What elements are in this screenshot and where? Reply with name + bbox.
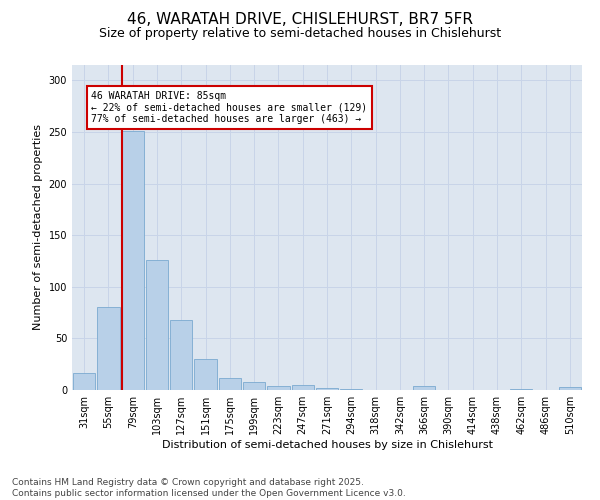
Text: Size of property relative to semi-detached houses in Chislehurst: Size of property relative to semi-detach…: [99, 28, 501, 40]
Bar: [146, 260, 168, 390]
Bar: [340, 389, 362, 390]
Y-axis label: Number of semi-detached properties: Number of semi-detached properties: [33, 124, 43, 330]
Text: 46, WARATAH DRIVE, CHISLEHURST, BR7 5FR: 46, WARATAH DRIVE, CHISLEHURST, BR7 5FR: [127, 12, 473, 28]
Bar: [170, 320, 193, 390]
Bar: [194, 359, 217, 390]
Text: Contains HM Land Registry data © Crown copyright and database right 2025.
Contai: Contains HM Land Registry data © Crown c…: [12, 478, 406, 498]
Bar: [267, 386, 290, 390]
Bar: [97, 308, 119, 390]
Bar: [218, 378, 241, 390]
Bar: [510, 389, 532, 390]
X-axis label: Distribution of semi-detached houses by size in Chislehurst: Distribution of semi-detached houses by …: [161, 440, 493, 450]
Bar: [413, 386, 436, 390]
Bar: [292, 385, 314, 390]
Bar: [316, 388, 338, 390]
Text: 46 WARATAH DRIVE: 85sqm
← 22% of semi-detached houses are smaller (129)
77% of s: 46 WARATAH DRIVE: 85sqm ← 22% of semi-de…: [91, 91, 368, 124]
Bar: [73, 374, 95, 390]
Bar: [122, 131, 144, 390]
Bar: [559, 387, 581, 390]
Bar: [243, 382, 265, 390]
